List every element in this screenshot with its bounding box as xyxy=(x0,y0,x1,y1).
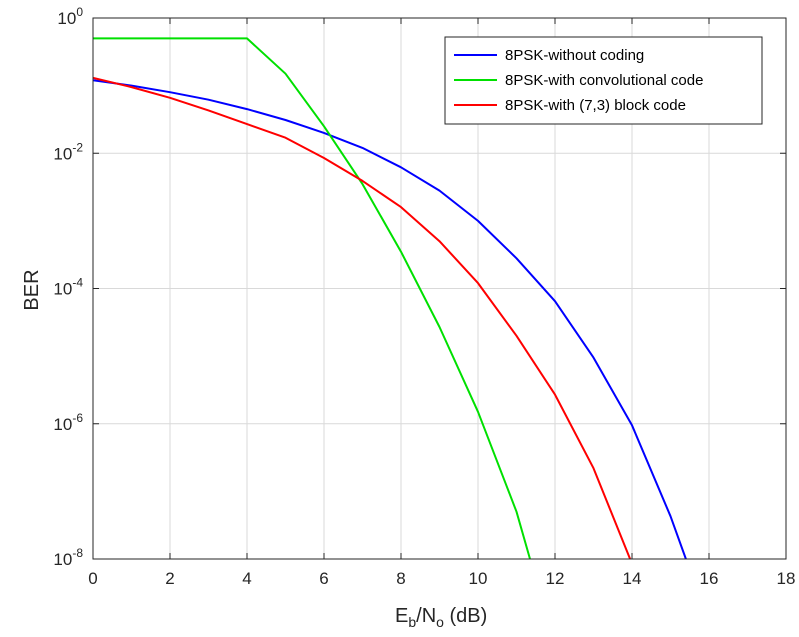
y-axis-label: BER xyxy=(21,269,43,310)
x-tick-label: 8 xyxy=(396,569,405,588)
y-tick-label: 10-6 xyxy=(53,411,83,434)
y-tick-label: 10-8 xyxy=(53,546,83,569)
y-tick-label: 10-4 xyxy=(53,276,83,299)
x-tick-label: 10 xyxy=(469,569,488,588)
x-tick-label: 18 xyxy=(777,569,796,588)
x-tick-label: 12 xyxy=(546,569,565,588)
legend-label-3: 8PSK-with (7,3) block code xyxy=(505,97,686,114)
series-line-2 xyxy=(93,37,531,560)
x-tick-labels: 0 2 4 6 8 10 12 14 16 18 xyxy=(88,569,795,588)
plot-frame xyxy=(92,17,787,560)
x-tick-label: 2 xyxy=(165,569,174,588)
x-tick-label: 4 xyxy=(242,569,251,588)
y-tick-labels: 100 10-2 10-4 10-6 10-8 xyxy=(53,5,83,569)
legend: 8PSK-without coding 8PSK-with convolution… xyxy=(444,36,763,125)
x-tick-label: 14 xyxy=(623,569,642,588)
y-tick-label: 10-2 xyxy=(53,140,83,163)
x-tick-label: 0 xyxy=(88,569,97,588)
legend-label-1: 8PSK-without coding xyxy=(505,47,644,64)
x-tick-label: 6 xyxy=(319,569,328,588)
series-lines xyxy=(92,37,687,560)
series-line-3 xyxy=(92,76,632,560)
legend-label-2: 8PSK-with convolutional code xyxy=(505,72,703,89)
x-axis-label: Eb/No (dB) xyxy=(395,605,487,630)
y-tick-label: 100 xyxy=(57,5,83,28)
x-tick-label: 16 xyxy=(700,569,719,588)
series-line-1 xyxy=(92,79,687,560)
legend-box xyxy=(444,36,763,125)
